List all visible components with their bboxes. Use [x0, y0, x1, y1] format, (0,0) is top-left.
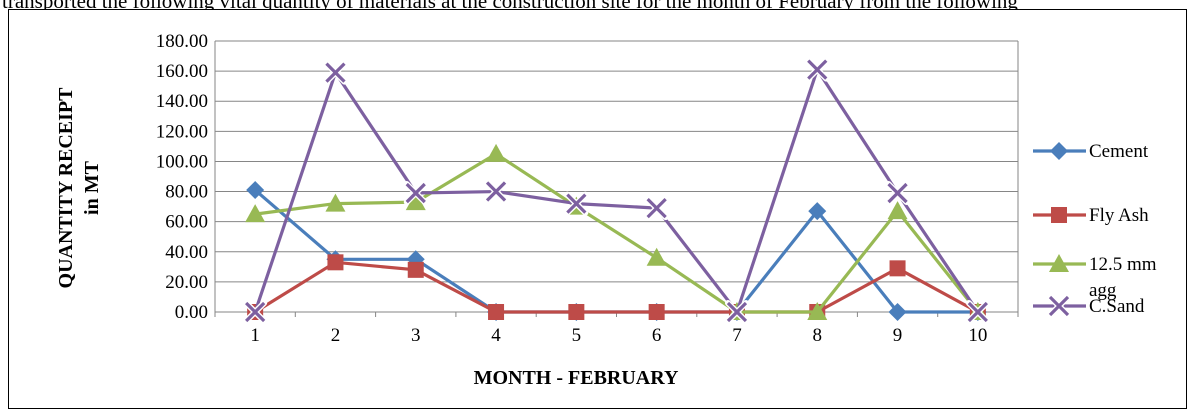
x-axis-title: MONTH - FEBRUARY: [474, 367, 679, 389]
y-tick-label: 120.00: [156, 121, 208, 142]
data-point-3-7: [805, 57, 830, 82]
x-axis-ticks: 1 2 3 4 5 6 7 8 9 10: [250, 325, 987, 346]
data-point-3-3: [484, 179, 509, 204]
x-tick-label: 10: [968, 325, 987, 346]
legend-label-0: Cement: [1089, 141, 1149, 162]
y-tick-label: 180.00: [156, 31, 208, 52]
legend-label-1: Fly Ash: [1089, 205, 1149, 226]
x-tick-label: 6: [652, 325, 662, 346]
chart-frame: [8, 9, 1187, 409]
x-tick-label: 1: [250, 325, 260, 346]
data-point-1-8: [889, 260, 906, 277]
data-point-3-1: [323, 60, 348, 85]
x-tick-label: 9: [893, 325, 903, 346]
data-point-1-1: [327, 254, 344, 271]
data-point-2-1: [325, 193, 346, 212]
data-point-2-7: [807, 302, 828, 320]
y-tick-label: 60.00: [165, 212, 208, 233]
x-tick-label: 4: [491, 325, 501, 346]
legend-item-2: 12.5 mm agg: [1033, 254, 1157, 301]
legend-marker-1: [1051, 207, 1067, 223]
x-tick-label: 2: [331, 325, 341, 346]
legend-item-0: Cement: [1033, 141, 1149, 162]
data-point-3-2: [403, 181, 428, 206]
y-tick-label: 0.00: [175, 302, 208, 323]
legend-label-3: C.Sand: [1089, 296, 1145, 317]
data-point-1-3: [488, 304, 505, 320]
x-tick-label: 7: [732, 325, 742, 346]
series-line-1: [254, 260, 979, 314]
data-point-1-5: [648, 304, 665, 320]
data-point-3-4: [564, 191, 589, 216]
data-point-1-4: [568, 304, 585, 320]
data-point-2-0: [245, 204, 266, 223]
data-point-1-2: [407, 261, 424, 278]
data-point-3-9: [965, 300, 990, 324]
x-tick-label: 5: [572, 325, 582, 346]
data-point-3-0: [243, 300, 268, 324]
series-line-0: [254, 188, 978, 314]
y-tick-label: 20.00: [165, 272, 208, 293]
data-point-0-0: [246, 181, 265, 200]
data-point-3-6: [724, 300, 749, 324]
x-tick-label: 8: [813, 325, 823, 346]
y-axis-title-line1: QUANTITY RECEIPT: [55, 87, 77, 289]
data-point-0-8: [888, 303, 907, 321]
legend-marker-0: [1050, 142, 1068, 160]
x-tick-label: 3: [411, 325, 421, 346]
legend-label-2: 12.5 mm: [1089, 254, 1157, 275]
legend-item-3: C.Sand: [1033, 294, 1145, 318]
y-tick-label: 100.00: [156, 151, 208, 172]
top-text: transported the following vital quantity…: [2, 0, 1018, 9]
series-group: [243, 57, 990, 324]
series-line-3: [253, 68, 980, 314]
y-tick-label: 160.00: [156, 61, 208, 82]
y-axis-title-line2: in MT: [81, 160, 103, 215]
legend-marker-3: [1047, 294, 1071, 318]
legend-item-1: Fly Ash: [1033, 205, 1149, 226]
legend-label-2: agg: [1089, 280, 1117, 301]
series-line-2: [254, 152, 980, 314]
data-point-3-8: [885, 181, 910, 206]
data-point-2-3: [486, 143, 507, 162]
y-tick-label: 140.00: [156, 91, 208, 112]
data-point-2-8: [887, 201, 908, 220]
legend-marker-2: [1049, 254, 1069, 272]
y-tick-label: 40.00: [165, 242, 208, 263]
data-point-0-7: [808, 202, 827, 221]
clipped-body-text: transported the following vital quantity…: [0, 0, 1193, 9]
y-axis-ticks: 0.00 20.00 40.00 60.00 80.00 100.00 120.00 140.…: [156, 31, 208, 323]
y-tick-label: 80.00: [165, 182, 208, 203]
data-point-3-5: [644, 196, 669, 221]
data-point-2-5: [646, 247, 667, 266]
data-point-2-2: [405, 192, 426, 211]
